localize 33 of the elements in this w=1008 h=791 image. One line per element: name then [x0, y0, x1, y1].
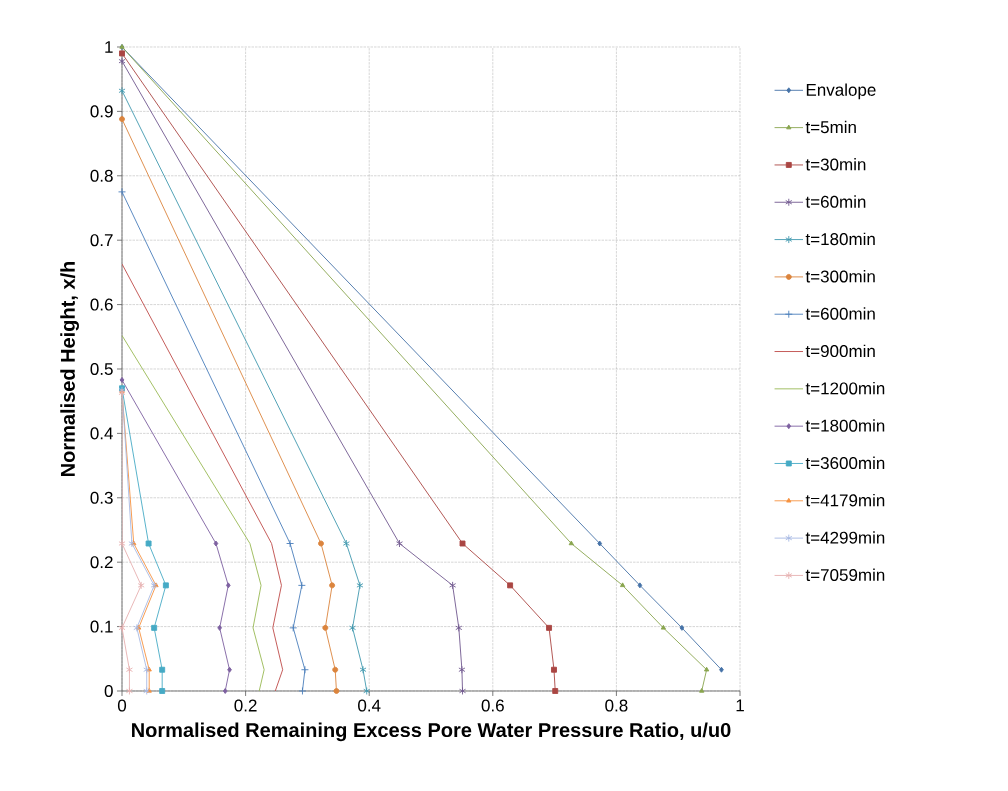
legend-label: t=3600min — [805, 456, 885, 470]
legend-label: t=900min — [805, 344, 875, 358]
y-tick-label: 0.1 — [90, 620, 113, 633]
x-axis-title: Normalised Remaining Excess Pore Water Pressure Ratio, u/u0 — [132, 722, 731, 742]
x-tick-label: 1 — [736, 699, 744, 712]
y-axis-title: Normalised Height, x/h — [60, 261, 79, 477]
legend-label: t=300min — [805, 269, 875, 283]
legend-label: t=5min — [805, 120, 856, 134]
y-tick-label: 0.9 — [90, 105, 113, 118]
legend-label: t=180min — [805, 232, 875, 246]
legend-label: t=1800min — [805, 419, 885, 432]
y-tick-label: 0.6 — [90, 298, 113, 311]
legend-label: t=1200min — [805, 381, 885, 395]
y-tick-label: 0 — [104, 684, 113, 698]
y-tick-label: 0.2 — [90, 556, 113, 569]
x-tick-label: 0.2 — [234, 699, 257, 712]
y-tick-label: 0.7 — [90, 234, 113, 247]
legend-label: t=60min — [805, 195, 866, 208]
x-tick-label: 0.4 — [358, 699, 381, 712]
y-tick-label: 1 — [105, 41, 113, 53]
y-tick-label: 0.3 — [90, 491, 113, 504]
legend-label: t=4299min — [805, 531, 885, 544]
y-tick-label: 0.8 — [90, 169, 113, 182]
x-tick-label: 0 — [117, 699, 127, 712]
y-tick-label: 0.4 — [90, 427, 113, 440]
y-tick-label: 0.5 — [90, 362, 113, 376]
legend-label: t=30min — [805, 158, 866, 171]
legend-label: t=4179min — [805, 493, 885, 507]
legend-label: t=7059min — [805, 568, 885, 582]
x-tick-label: 0.6 — [481, 699, 504, 712]
x-tick-label: 0.8 — [605, 699, 628, 712]
legend-label: Envalope — [806, 83, 876, 100]
legend-label: t=600min — [805, 307, 875, 320]
